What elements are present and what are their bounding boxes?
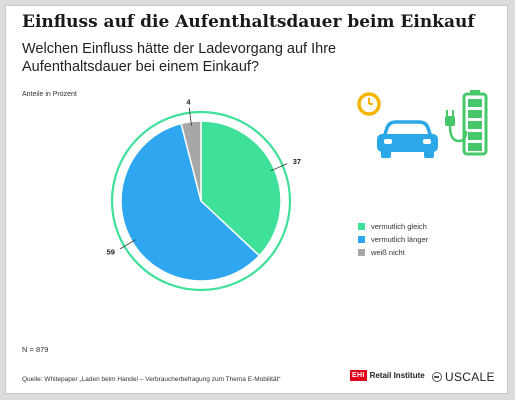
pie-leader-line (119, 239, 136, 250)
pie-leader-line (188, 107, 192, 126)
legend-label: vermutlich gleich (371, 222, 427, 231)
chart-subtitle: Welchen Einfluss hätte der Ladevorgang a… (22, 41, 337, 75)
ehi-logo: EHI Retail Institute (350, 370, 425, 381)
uscale-logo: USCALE (432, 370, 495, 384)
pie-data-label: 37 (293, 157, 301, 166)
pie-data-label: 59 (107, 247, 115, 256)
legend-label: vermutlich länger (371, 235, 429, 244)
legend-label: weiß nicht (371, 248, 405, 257)
ev-charging-icon (357, 90, 488, 158)
ehi-logo-text: Retail Institute (369, 371, 425, 380)
uscale-logo-mark (432, 372, 442, 382)
legend-swatch (358, 223, 365, 230)
chart-legend: vermutlich gleich vermutlich länger weiß n… (358, 220, 428, 259)
infographic-frame: Einfluss auf die Aufenthaltsdauer beim E… (5, 5, 508, 394)
pie-data-label: 4 (186, 97, 191, 106)
unit-note: Anteile in Prozent (22, 91, 77, 98)
legend-item: vermutlich gleich (358, 220, 428, 233)
sample-size: N = 879 (22, 345, 49, 354)
pie-leader-line (270, 163, 288, 172)
legend-item: weiß nicht (358, 246, 428, 259)
pie-chart: 37 59 4 (107, 97, 301, 292)
legend-swatch (358, 236, 365, 243)
legend-item: vermutlich länger (358, 233, 428, 246)
legend-swatch (358, 249, 365, 256)
source-note: Quelle: Whitepaper „Laden beim Handel – … (22, 376, 281, 383)
ehi-logo-box: EHI (350, 370, 367, 381)
uscale-logo-text: USCALE (445, 370, 495, 384)
chart-title: Einfluss auf die Aufenthaltsdauer beim E… (22, 12, 475, 32)
pie-outer-ring (110, 110, 292, 292)
